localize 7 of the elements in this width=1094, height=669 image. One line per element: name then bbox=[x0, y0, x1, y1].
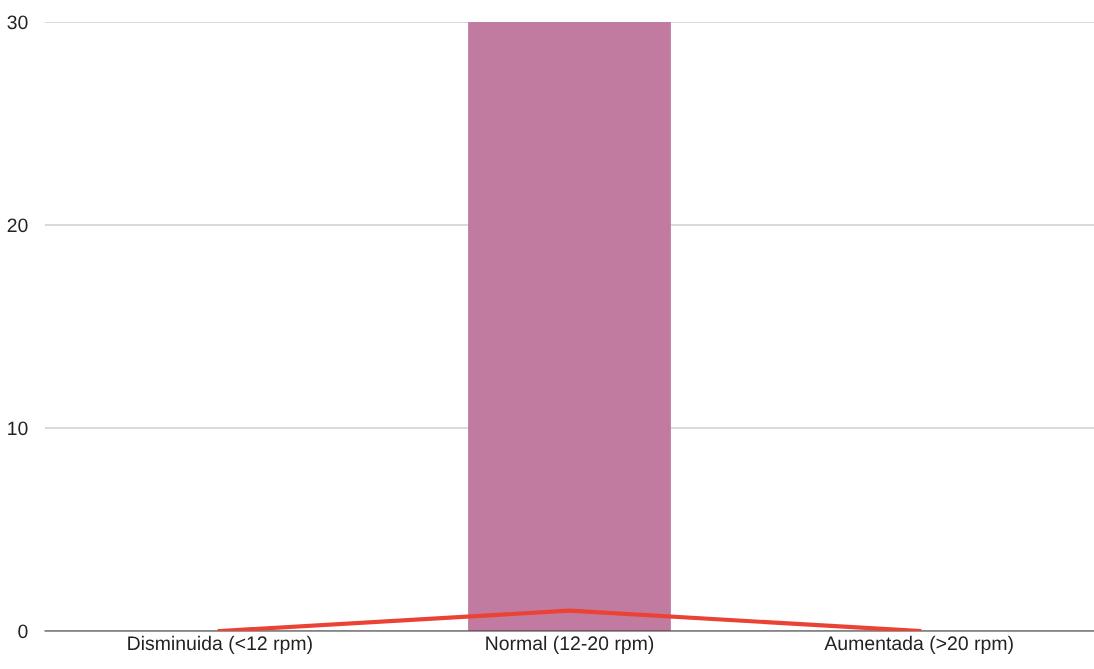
y-tick-label: 20 bbox=[7, 218, 28, 233]
y-tick-label: 10 bbox=[8, 421, 28, 436]
y-tick-label: 30 bbox=[7, 15, 28, 30]
x-tick-label: Aumentada (>20 rpm) bbox=[824, 635, 1013, 654]
x-tick-label: Normal (12-20 rpm) bbox=[486, 635, 654, 654]
y-tick-label: 0 bbox=[18, 624, 28, 639]
x-tick-label: Disminuida (<12 rpm) bbox=[128, 635, 312, 654]
